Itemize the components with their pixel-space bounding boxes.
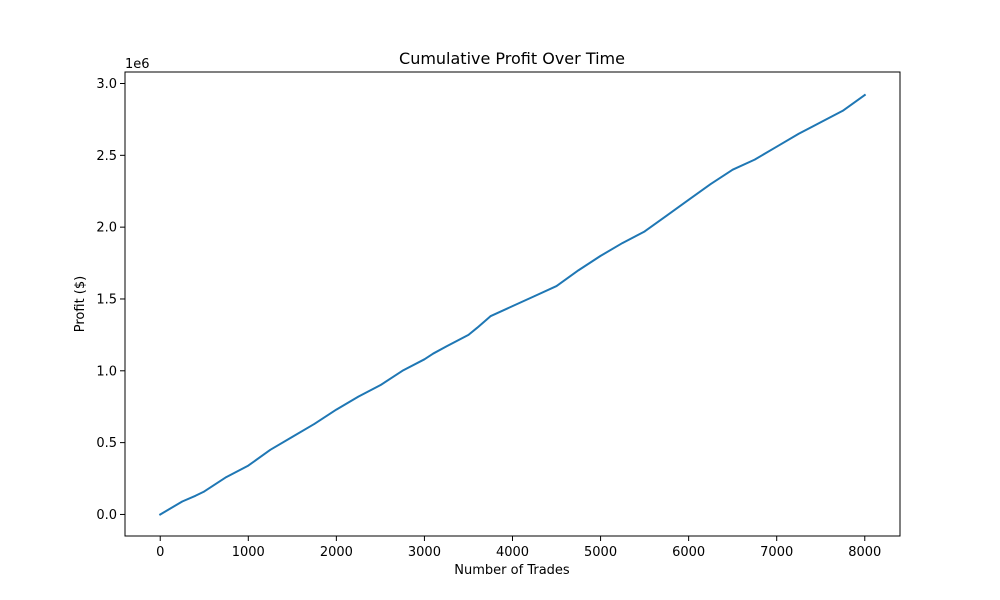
x-tick-label: 6000 bbox=[672, 545, 705, 560]
data-point bbox=[709, 183, 712, 185]
data-point bbox=[357, 395, 360, 398]
data-point bbox=[476, 326, 479, 329]
y-tick-label: 0.0 bbox=[96, 508, 117, 523]
data-point bbox=[467, 334, 470, 336]
plot-frame bbox=[124, 71, 901, 537]
data-point bbox=[841, 109, 844, 112]
data-point bbox=[599, 255, 602, 257]
y-tick-label: 1.5 bbox=[96, 292, 117, 307]
y-axis-title: Profit ($) bbox=[73, 276, 88, 332]
data-point bbox=[313, 423, 316, 425]
data-point bbox=[423, 358, 426, 361]
y-tick-label: 2.5 bbox=[96, 149, 117, 164]
y-axis: 0.0 0.5 1.0 1.5 2.0 2.5 3.0 bbox=[96, 77, 125, 523]
data-point bbox=[577, 269, 580, 272]
data-point bbox=[555, 285, 558, 287]
data-point bbox=[401, 369, 404, 372]
data-point bbox=[753, 158, 756, 161]
data-point bbox=[489, 315, 492, 318]
data-point bbox=[731, 168, 734, 171]
data-point bbox=[335, 408, 338, 411]
data-point bbox=[863, 94, 866, 96]
x-axis-title: Number of Trades bbox=[454, 563, 570, 578]
x-tick-label: 5000 bbox=[584, 545, 617, 560]
data-point bbox=[379, 384, 382, 386]
x-tick-label: 4000 bbox=[496, 545, 529, 560]
y-tick-label: 0.5 bbox=[96, 436, 117, 451]
plot-area bbox=[158, 93, 867, 516]
x-tick-label: 3000 bbox=[408, 545, 441, 560]
x-tick-label: 8000 bbox=[848, 545, 881, 560]
data-point bbox=[819, 121, 822, 124]
data-point bbox=[621, 242, 624, 244]
data-point bbox=[511, 305, 514, 307]
data-point bbox=[643, 230, 646, 233]
data-point bbox=[432, 352, 435, 355]
data-point bbox=[687, 199, 690, 201]
data-point bbox=[247, 464, 250, 467]
data-point bbox=[665, 214, 668, 217]
data-point bbox=[269, 449, 272, 451]
y-tick-label: 3.0 bbox=[96, 77, 117, 92]
data-point bbox=[291, 436, 294, 438]
data-point bbox=[775, 145, 778, 148]
y-axis-offset-label: 1e6 bbox=[125, 57, 150, 72]
data-point bbox=[159, 513, 162, 516]
x-tick-label: 1000 bbox=[232, 545, 265, 560]
x-tick-label: 0 bbox=[156, 545, 164, 560]
x-tick-label: 7000 bbox=[760, 545, 793, 560]
chart-title: Cumulative Profit Over Time bbox=[399, 49, 625, 68]
data-point bbox=[326, 414, 329, 417]
data-point bbox=[225, 476, 228, 478]
y-tick-label: 2.0 bbox=[96, 221, 117, 236]
data-point bbox=[194, 494, 197, 497]
data-point bbox=[445, 345, 448, 348]
y-tick-label: 1.0 bbox=[96, 364, 117, 379]
data-point bbox=[797, 132, 800, 135]
x-tick-label: 2000 bbox=[320, 545, 353, 560]
series-line-0 bbox=[158, 93, 867, 516]
data-point bbox=[181, 500, 184, 503]
x-axis: 0 1000 2000 3000 4000 5000 6000 7000 8000 bbox=[156, 536, 881, 560]
data-point bbox=[533, 295, 536, 297]
data-point bbox=[203, 490, 206, 493]
